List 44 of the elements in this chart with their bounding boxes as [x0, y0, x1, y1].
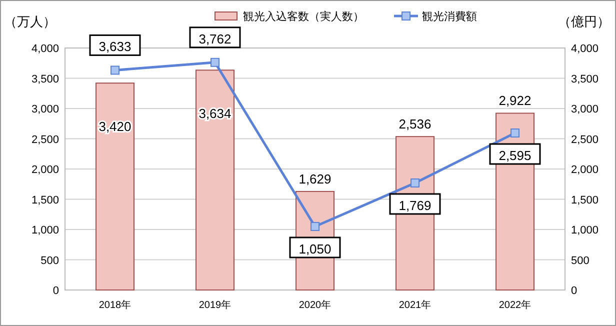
y2-tick-label: 1,500	[571, 194, 599, 206]
data-label: 3,420	[98, 119, 132, 134]
data-label: 3,634	[198, 106, 232, 122]
legend-label: 観光消費額	[422, 10, 477, 23]
x-tick-label: 2018年	[98, 299, 132, 311]
data-label: 1,769	[398, 198, 432, 213]
x-tick-label: 2021年	[398, 299, 432, 311]
y2-tick-label: 500	[571, 254, 590, 267]
y2-tick-label: 0	[571, 285, 578, 297]
point	[510, 128, 520, 138]
data-label: 3,762	[198, 31, 232, 46]
point	[410, 178, 420, 188]
bar	[96, 82, 134, 290]
data-label: 1,629	[298, 171, 332, 186]
data-label: 3,633	[98, 39, 132, 54]
point	[210, 58, 220, 67]
y2-tick-label: 4,000	[571, 43, 599, 55]
legend-label: 観光入込客数（実人数）	[243, 10, 364, 23]
y-axis-title: （万人）	[4, 14, 56, 29]
x-tick-label: 2020年	[298, 299, 332, 311]
x-tick-label: 2019年	[198, 299, 232, 311]
bar	[196, 70, 234, 290]
y2-tick-label: 3,000	[571, 104, 599, 116]
data-label: 2,922	[498, 93, 532, 108]
y-tick-label: 2,000	[31, 164, 59, 176]
y2-tick-label: 2,500	[571, 134, 599, 146]
y-tick-label: 1,500	[31, 194, 59, 206]
y2-tick-label: 2,000	[571, 164, 599, 176]
y-tick-label: 0	[52, 285, 59, 297]
data-label: 2,595	[498, 148, 532, 164]
point	[310, 222, 320, 231]
y-tick-label: 3,000	[31, 104, 59, 116]
y2-tick-label: 3,500	[571, 73, 599, 86]
y-tick-label: 1,000	[31, 224, 59, 236]
point	[110, 66, 120, 75]
x-tick-label: 2022年	[498, 299, 532, 311]
y-tick-label: 4,000	[31, 43, 59, 55]
data-label: 2,536	[398, 116, 432, 132]
y2-axis-title: （億円）	[558, 14, 610, 29]
y-tick-label: 500	[40, 254, 59, 267]
data-label: 1,050	[298, 241, 332, 256]
y2-tick-label: 1,000	[571, 224, 599, 236]
y-tick-label: 2,500	[31, 134, 59, 146]
y-tick-label: 3,500	[31, 73, 59, 86]
